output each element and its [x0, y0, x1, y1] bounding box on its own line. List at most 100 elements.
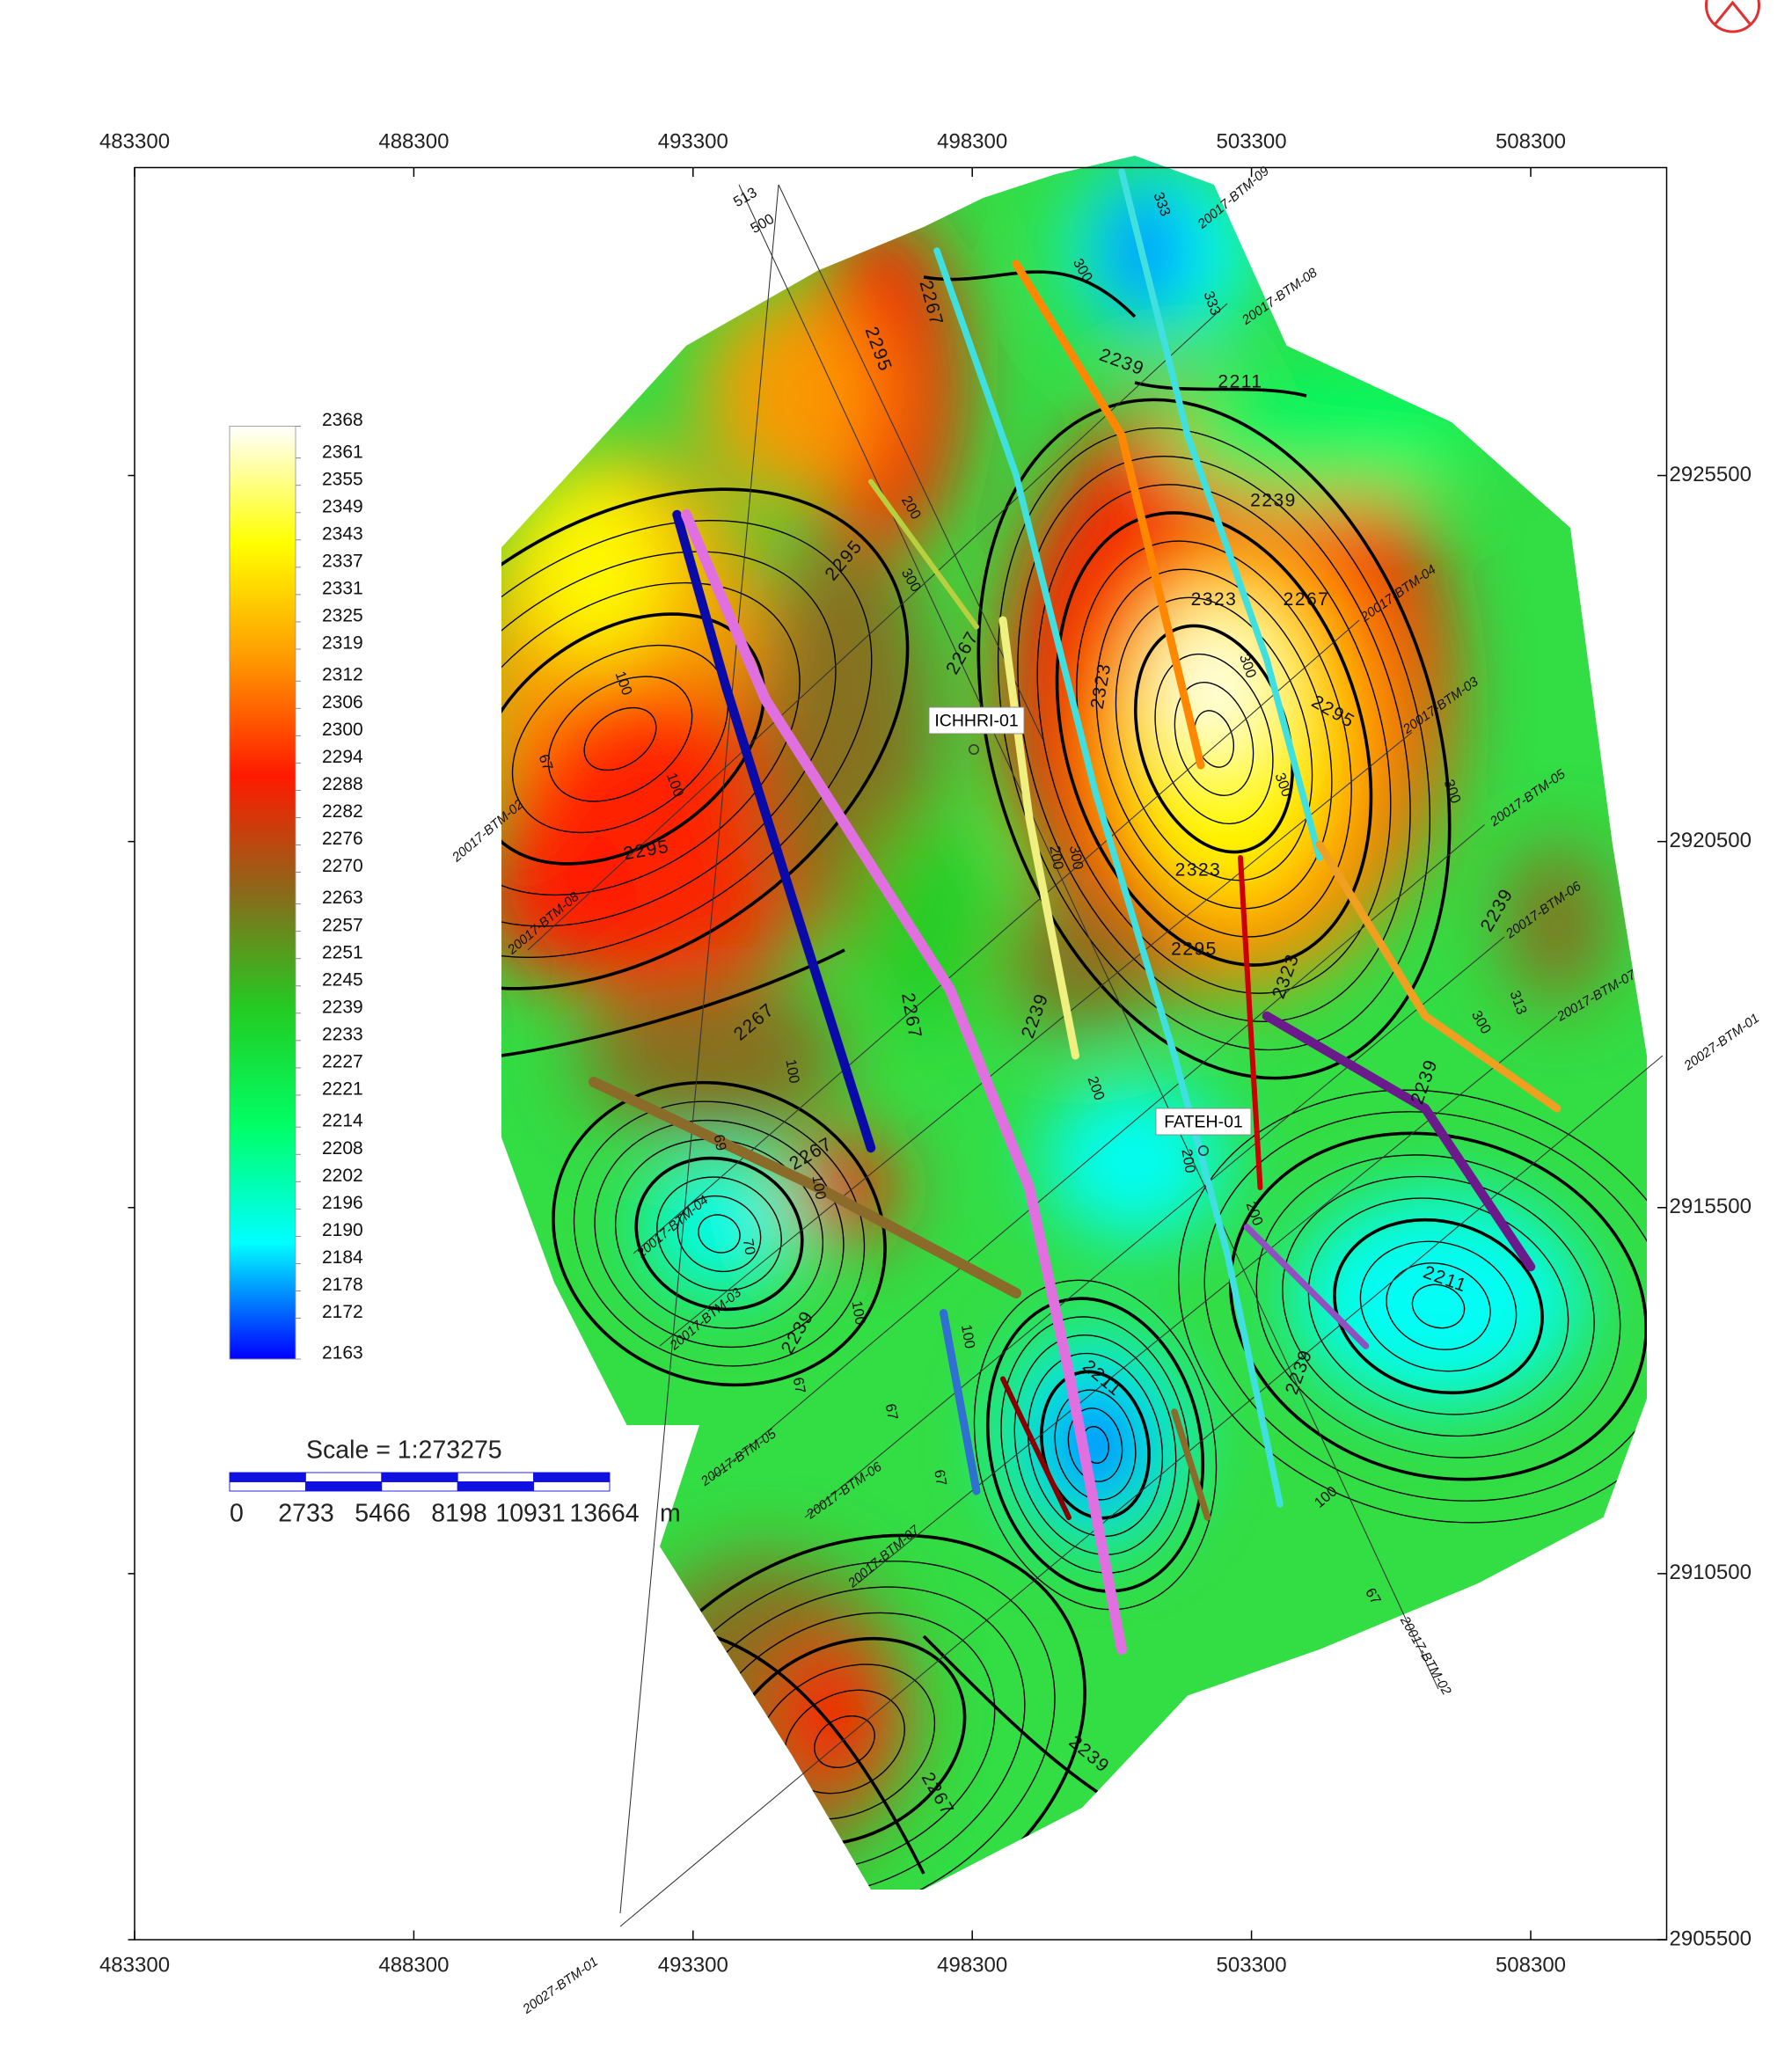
shotpoint-label: 300 [1066, 844, 1086, 871]
colorbar [229, 426, 296, 1360]
shotpoint-label: 513 [731, 185, 760, 210]
contour [547, 676, 693, 802]
colorbar-label: 2331 [322, 578, 363, 598]
seismic-line [738, 184, 1439, 1690]
contour [1359, 1240, 1518, 1372]
scale-segment [533, 1472, 611, 1482]
colorbar-label: 2214 [322, 1111, 363, 1131]
scale-segment [381, 1481, 458, 1492]
shotpoint-label: 500 [748, 211, 777, 237]
surface-patch [1504, 844, 1610, 1003]
colorbar-label: 2184 [322, 1247, 363, 1268]
colorbar-label: 2227 [322, 1051, 363, 1071]
x-tick-label: 493300 [658, 129, 728, 153]
shotpoint-label: 200 [1178, 1148, 1198, 1174]
scale-segment [533, 1481, 611, 1492]
scale-segment [457, 1472, 535, 1482]
contour [1027, 1352, 1164, 1538]
fault [672, 509, 876, 1153]
colorbar-label: 2319 [322, 633, 363, 654]
seismic-line [659, 732, 1413, 1347]
contour [922, 1634, 1123, 1809]
contour-label: 2267 [1284, 589, 1330, 610]
y-tick-label: 2910500 [1670, 1561, 1752, 1584]
contour [573, 1100, 866, 1367]
contour [1411, 1283, 1466, 1329]
contour [614, 1138, 824, 1329]
colorbar-label: 2163 [322, 1343, 363, 1363]
fault [681, 509, 1127, 1655]
contour [1203, 1111, 1647, 1502]
shotpoint-label: 67 [882, 1402, 901, 1421]
scale-label: 5466 [355, 1500, 410, 1528]
well-symbol [969, 744, 979, 755]
colorbar-label: 2208 [322, 1138, 363, 1159]
colorbar-label: 2282 [322, 801, 363, 822]
colorbar-label: 2270 [322, 856, 363, 876]
fault [1262, 1011, 1536, 1272]
fault [1243, 1224, 1370, 1349]
scale-title: Scale = 1:273275 [306, 1437, 502, 1465]
surface-patch [1112, 185, 1179, 317]
colorbar-label: 2172 [322, 1302, 363, 1322]
colorbar-label: 2337 [322, 551, 363, 571]
colorbar-label: 2361 [322, 442, 363, 462]
colorbar-label: 2239 [322, 997, 363, 1017]
scale-label: 0 [230, 1500, 244, 1528]
contour [501, 948, 845, 1057]
surface-patch [772, 1642, 891, 1788]
contour [1174, 682, 1254, 796]
colorbar-label: 2288 [322, 774, 363, 794]
seismic-line-label: 20027-BTM-01 [520, 1954, 602, 2017]
shotpoint-label: 100 [958, 1323, 978, 1349]
y-tick-label: 2920500 [1670, 829, 1752, 852]
contour [985, 1297, 1205, 1593]
colorbar-label: 2263 [322, 888, 363, 908]
scale-label: 8198 [431, 1500, 486, 1528]
contour [634, 1156, 804, 1312]
scale-segment [229, 1481, 306, 1492]
y-tick-label: 2925500 [1670, 463, 1752, 486]
surface-colors [501, 158, 1610, 1874]
seismic-line [619, 184, 779, 1914]
scale-segment [381, 1472, 458, 1482]
colorbar-label: 2368 [322, 410, 363, 430]
x-tick-label: 498300 [937, 129, 1007, 153]
colorbar-label: 2343 [322, 523, 363, 544]
contour [1154, 653, 1274, 825]
contour [1054, 1389, 1137, 1501]
colorbar-label: 2190 [322, 1220, 363, 1240]
scale-label: 13664 [569, 1500, 639, 1528]
contour [973, 1279, 1218, 1611]
scale-segment [304, 1472, 383, 1482]
logo-mark [1714, 0, 1752, 25]
y-tick-label: 2905500 [1670, 1926, 1752, 1950]
colorbar-label: 2325 [322, 605, 363, 625]
contour [1067, 1407, 1123, 1482]
contour [1095, 568, 1333, 910]
contour [1333, 1217, 1544, 1395]
shotpoint-label: 67 [790, 1376, 808, 1394]
shotpoint-label: 100 [848, 1299, 868, 1326]
x-tick-label: 483300 [99, 129, 170, 153]
contour-label: 2239 [1250, 491, 1297, 511]
colorbar-label: 2349 [322, 496, 363, 516]
contour [1055, 511, 1373, 967]
well-label-box [928, 706, 1025, 735]
colorbar-label: 2196 [322, 1193, 363, 1213]
seismic-line-label: 20017-BTM-02 [1397, 1613, 1455, 1699]
colorbar-label: 2306 [322, 692, 363, 713]
contour [814, 1715, 875, 1768]
shotpoint-label: 100 [782, 1058, 802, 1085]
contour [1386, 1262, 1491, 1350]
contours [501, 270, 1647, 1890]
colorbar-label: 2251 [322, 942, 363, 962]
fault [868, 479, 979, 630]
shotpoint-label: 67 [536, 752, 556, 772]
x-tick-label: 488300 [378, 129, 449, 153]
x-tick-label: 483300 [99, 1953, 170, 1977]
seismic-line [712, 824, 1485, 1479]
shotpoint-label: 70 [740, 1238, 758, 1256]
contour [677, 1195, 762, 1273]
